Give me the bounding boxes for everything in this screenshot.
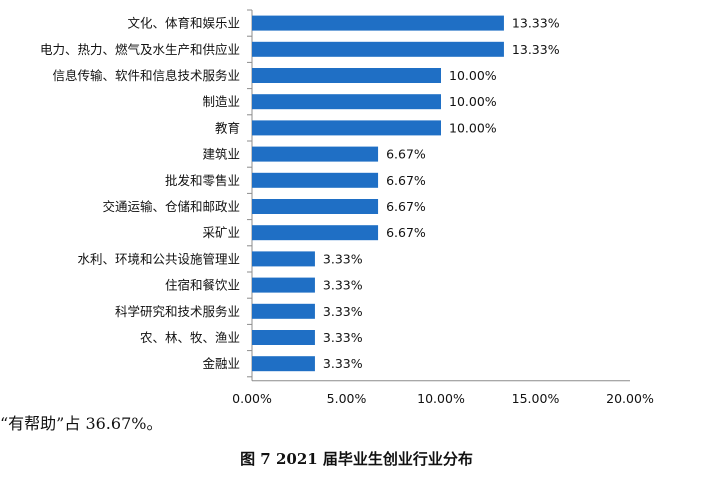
value-label: 3.33% [323, 330, 363, 345]
value-label: 10.00% [449, 120, 497, 135]
body-text: “有帮助”占 36.67%。 [0, 414, 163, 433]
x-tick-label: 15.00% [512, 391, 560, 405]
category-label: 金融业 [202, 356, 240, 371]
category-label: 教育 [215, 120, 240, 135]
category-label: 建筑业 [202, 147, 240, 162]
y-axis-ticks [247, 9, 252, 378]
value-label: 6.67% [386, 199, 426, 214]
value-label: 3.33% [323, 356, 363, 371]
value-labels: 13.33% 13.33% 10.00% 10.00% 10.00% 6.67% 6.67%… [323, 16, 560, 372]
category-label: 农、林、牧、渔业 [140, 330, 240, 345]
bar [252, 303, 315, 319]
category-labels: 文化、体育和娱乐业电力、热力、燃气及水生产和供应业信息传输、软件和信息技术服务业… [40, 16, 240, 372]
category-label: 批发和零售业 [165, 173, 240, 188]
category-label: 住宿和餐饮业 [165, 278, 240, 293]
x-tick-labels: 0.00% 5.00% 10.00% 15.00% 20.00% [232, 391, 654, 405]
x-tick-label: 10.00% [417, 391, 465, 405]
bar [252, 68, 441, 83]
bar [252, 172, 379, 188]
category-label: 电力、热力、燃气及水生产和供应业 [40, 42, 240, 57]
category-label: 制造业 [202, 94, 240, 109]
x-tick-label: 20.00% [606, 391, 654, 405]
category-label: 文化、体育和娱乐业 [127, 16, 240, 31]
category-label: 交通运输、仓储和邮政业 [102, 199, 240, 214]
bar-chart: 文化、体育和娱乐业电力、热力、燃气及水生产和供应业信息传输、软件和信息技术服务业… [40, 9, 654, 405]
bar [252, 94, 441, 110]
value-label: 13.33% [512, 42, 560, 57]
bar [252, 199, 379, 214]
bar [252, 356, 315, 372]
bar [252, 41, 504, 57]
category-label: 采矿业 [202, 225, 240, 240]
bar [252, 146, 379, 162]
value-label: 3.33% [323, 278, 363, 293]
value-label: 6.67% [386, 147, 426, 162]
bar [252, 225, 379, 241]
value-label: 3.33% [323, 251, 363, 266]
category-label: 科学研究和技术服务业 [115, 304, 240, 319]
value-label: 10.00% [449, 94, 497, 109]
bar [252, 120, 441, 136]
category-label: 水利、环境和公共设施管理业 [77, 251, 240, 266]
value-label: 6.67% [386, 173, 426, 188]
bar [252, 330, 315, 345]
bar [252, 15, 504, 31]
value-label: 6.67% [386, 225, 426, 240]
figure-caption: 图 7 2021 届毕业生创业行业分布 [240, 450, 473, 468]
bar [252, 277, 315, 293]
value-label: 13.33% [512, 16, 560, 31]
category-label: 信息传输、软件和信息技术服务业 [52, 68, 240, 83]
x-tick-label: 0.00% [232, 391, 272, 405]
x-tick-label: 5.00% [327, 391, 367, 405]
value-label: 3.33% [323, 304, 363, 319]
value-label: 10.00% [449, 68, 497, 83]
bar [252, 251, 315, 267]
bars-group [252, 15, 504, 372]
